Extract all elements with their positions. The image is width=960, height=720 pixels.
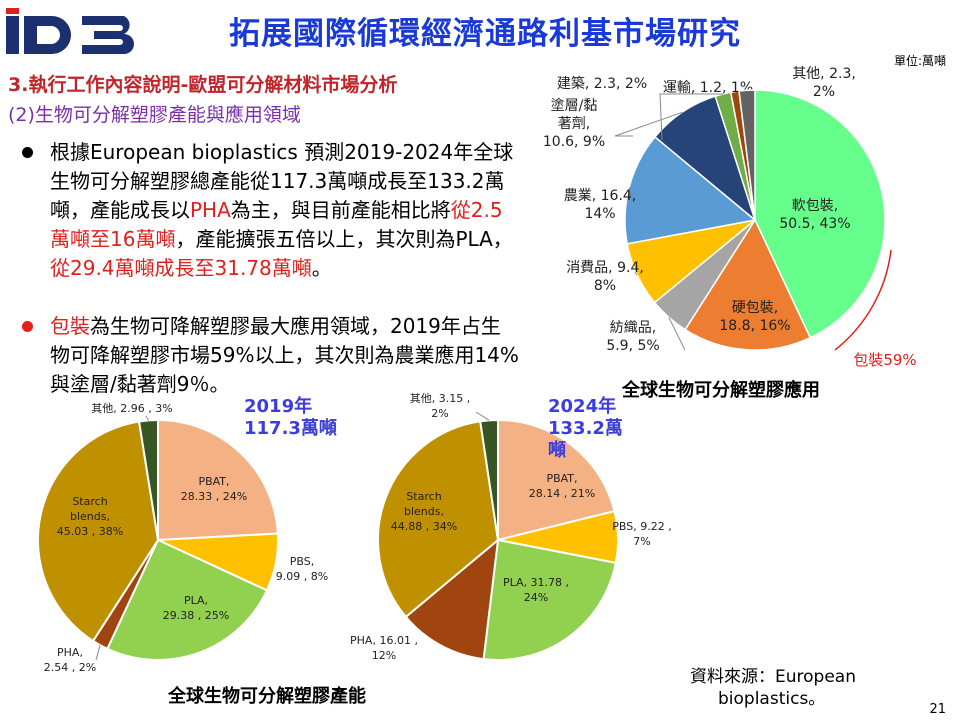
pie-label: Starch blends, 45.03 , 38% — [57, 495, 123, 538]
pie-label: Starch blends, 44.88 , 34% — [391, 490, 457, 533]
pie-slice-Starch blends — [37, 420, 160, 643]
pie-slice-軟包裝 — [754, 89, 886, 339]
pie-slice-硬包裝 — [684, 218, 812, 351]
section-heading: 3.執行工作內容說明-歐盟可分解材料市場分析 — [8, 74, 398, 96]
packaging-annotation: 包裝59% — [853, 351, 916, 369]
pie-label: 塗層/黏著劑, 10.6, 9% — [543, 97, 605, 150]
bullet-text-part: 。 — [311, 256, 332, 280]
year-2024-line: 2024年 — [548, 396, 617, 417]
pie-label: PBAT, 28.33 , 24% — [181, 475, 247, 503]
source-note: 資料來源：European bioplastics。 — [690, 666, 890, 710]
pie-label: 硬包裝, 18.8, 16% — [719, 300, 790, 334]
pie-label: 運輸, 1.2, 1% — [663, 80, 753, 96]
year-2019-line: 2019年 — [244, 396, 313, 417]
pie-slice-PBAT — [497, 418, 616, 542]
pie-label: 消費品, 9.4, 8% — [566, 260, 644, 294]
pie-slice-其他 — [738, 89, 756, 221]
bullet-text: 根據European bioplastics 預測2019-2024年全球生物可… — [50, 138, 520, 283]
pie-slice-Starch blends — [377, 420, 500, 619]
pie-label: PLA, 31.78 , 24% — [503, 576, 569, 604]
leader-line — [628, 187, 633, 201]
packaging-bracket — [834, 249, 892, 351]
pie-label: PHA, 16.01 , 12% — [350, 634, 418, 662]
bullet-dot — [22, 147, 33, 158]
sub-heading: (2)生物可分解塑膠產能與應用領域 — [8, 104, 301, 126]
bullet-text-part: 為主，與目前產能相比將 — [230, 198, 451, 222]
source-line: 資料來源：European — [690, 667, 856, 687]
year-2019-label: 2019年 117.3萬噸 — [244, 396, 354, 440]
pie-label: PLA, 29.38 , 25% — [163, 594, 229, 622]
application-pie-chart: 軟包裝, 50.5, 43% 硬包裝, 18.8, 16% 紡織品, 5.9, 5% 消費品… — [543, 66, 917, 369]
leader-line — [634, 271, 638, 276]
pie-slice-PLA — [482, 538, 617, 661]
pie-label: 其他, 2.3, 2% — [792, 66, 856, 100]
pie-label: 其他, 3.15 , 2% — [410, 392, 470, 420]
bullet-text-highlight: 從2.5萬噸至16萬噸 — [50, 198, 503, 251]
bullet-text: 包裝為生物可降解塑膠最大應用領域，2019年占生物可降解塑膠市場59%以上，其次… — [50, 312, 520, 399]
bullet-dot — [22, 321, 33, 332]
production-2019-pie-chart: PBAT, 28.33 , 24% PBS, 9.09 , 8% PLA, 29.38 ,… — [37, 402, 328, 674]
pie-label: 建築, 2.3, 2% — [557, 76, 647, 92]
pie-label: 農業, 16.4, 14% — [564, 188, 637, 222]
page-title: 拓展國際循環經濟通路利基市場研究 — [229, 16, 741, 52]
year-2024-line: 噸 — [548, 440, 566, 461]
bullet-text-part: 為生物可降解塑膠最大應用領域，2019年占生物可降解塑膠市場59%以上，其次則為… — [50, 314, 519, 396]
pie-slice-PLA — [106, 538, 269, 661]
pie-label: 其他, 2.96 , 3% — [91, 402, 172, 415]
pie-label: 紡織品, 5.9, 5% — [606, 320, 659, 354]
pie-label: PBAT, 28.14 , 21% — [529, 472, 595, 500]
pie-label: 軟包裝, 50.5, 43% — [779, 198, 850, 232]
bullet-text-highlight: PHA — [190, 198, 231, 222]
production-2024-pie-chart: PBAT, 28.14 , 21% PBS, 9.22 , 7% PLA, 31.78 … — [350, 392, 672, 662]
year-2024-line: 133.2萬 — [548, 418, 623, 439]
page-number: 21 — [929, 702, 946, 717]
pie-slice-PBAT — [157, 418, 279, 542]
leader-line — [659, 93, 723, 141]
leader-line — [475, 411, 490, 421]
production-chart-title: 全球生物可分解塑膠產能 — [168, 686, 366, 707]
year-2019-line: 117.3萬噸 — [244, 418, 337, 439]
year-2024-label: 2024年 133.2萬 噸 — [548, 396, 628, 462]
application-chart-title: 全球生物可分解塑膠應用 — [622, 380, 820, 401]
logo-text: iD3 — [4, 8, 6, 9]
leader-line — [145, 415, 149, 421]
pie-slice-其他 — [479, 418, 499, 541]
source-line: bioplastics。 — [718, 689, 826, 709]
bullet-text-part: 根據European bioplastics 預測2019-2024年全球生物可… — [50, 140, 514, 222]
pie-slice-PHA — [404, 537, 500, 661]
bullet-text-part: ，產能擴張五倍以上，其次則為PLA， — [175, 227, 513, 251]
leader-line — [614, 111, 683, 137]
id3-logo: iD3 — [4, 8, 134, 54]
bullet-text-highlight: 包裝 — [50, 314, 90, 338]
pie-label: PBS, 9.22 , 7% — [612, 520, 671, 548]
bullet-text-highlight: 從29.4萬噸成長至31.78萬噸 — [50, 256, 312, 280]
pie-label: PBS, 9.09 , 8% — [276, 555, 328, 583]
unit-label: 單位:萬噸 — [893, 54, 946, 68]
leader-line — [95, 644, 101, 661]
pie-label: PHA, 2.54 , 2% — [44, 646, 96, 674]
leader-line — [668, 317, 686, 351]
